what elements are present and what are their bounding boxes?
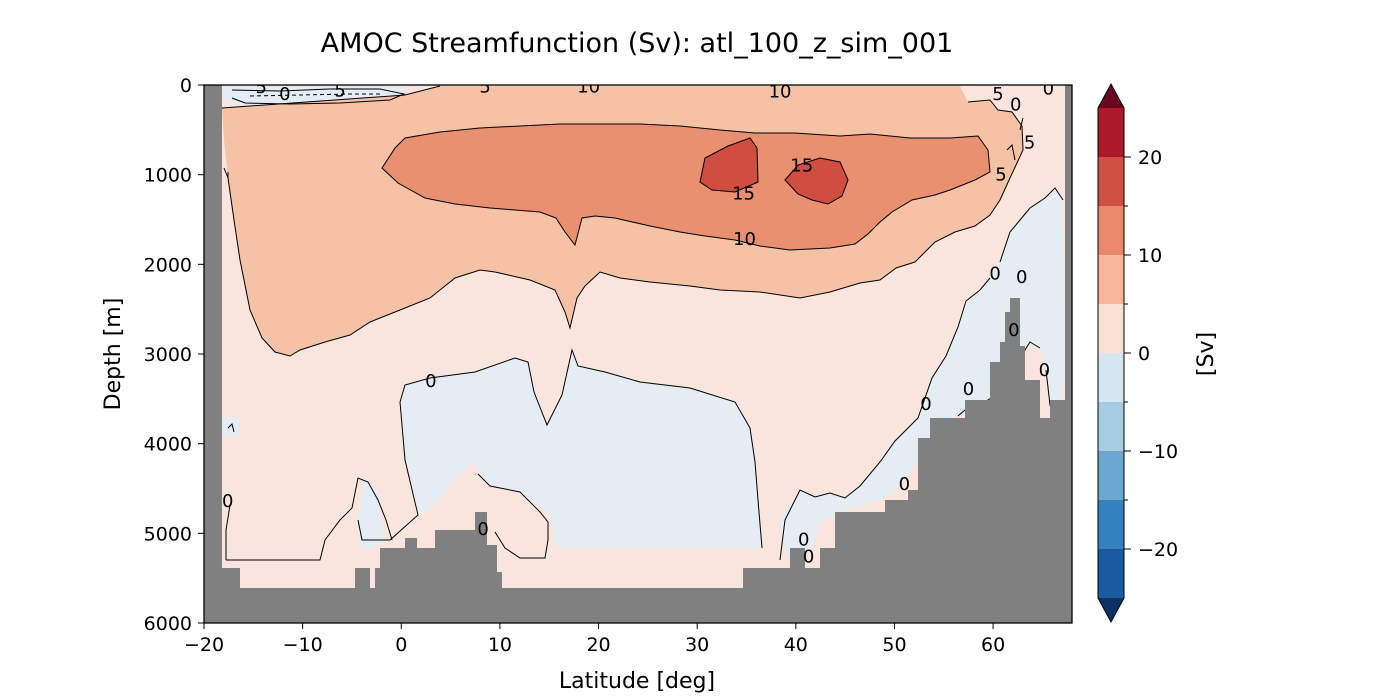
x-tick-label: 50 (882, 634, 906, 656)
contour-line (223, 99, 1024, 357)
band-negative-weak-southwest (357, 478, 385, 548)
x-tick-label: 0 (395, 634, 407, 656)
colorbar-extend-bottom (1098, 598, 1124, 622)
y-tick-label: 2000 (144, 254, 192, 276)
contour-label: 0 (1010, 95, 1021, 116)
colorbar: −20 −10 0 10 20 (1097, 82, 1178, 624)
contour-label: 0 (1039, 360, 1050, 381)
colorbar-tick-label: 20 (1138, 147, 1162, 169)
band-negative-weak-west (222, 416, 240, 436)
colorbar-segment (1098, 500, 1124, 549)
contour-label: 0 (803, 547, 814, 568)
contour-label: 0 (425, 371, 436, 392)
contour-line (225, 504, 231, 560)
contour-label: 10 (577, 76, 600, 97)
chart-title: AMOC Streamfunction (Sv): atl_100_z_sim_… (321, 28, 954, 59)
contour-label: 5 (334, 80, 345, 101)
y-tick-label: 5000 (144, 523, 192, 545)
colorbar-outline (1097, 82, 1125, 624)
colorbar-segment (1098, 108, 1124, 157)
contour-label: 15 (790, 156, 813, 177)
x-tick-label: 20 (586, 634, 610, 656)
contour-line (1019, 117, 1024, 131)
x-tick-label: 60 (981, 634, 1005, 656)
contour-label: 0 (222, 491, 233, 512)
contour-label: 10 (733, 229, 756, 250)
band-negative-weak-deep (400, 350, 762, 548)
contour-line (226, 477, 393, 561)
contour-label: 5 (1024, 132, 1035, 153)
colorbar-tick-label: −10 (1138, 441, 1178, 463)
colorbar-tick-label: −20 (1138, 539, 1178, 561)
contour-line (699, 137, 759, 193)
y-tick-label: 3000 (144, 344, 192, 366)
contour-label: 5 (255, 77, 266, 98)
y-tick-label: 1000 (144, 165, 192, 187)
x-axis-label: Latitude [deg] (559, 669, 715, 694)
contour-label: 5 (995, 165, 1006, 186)
contour-label: 15 (732, 183, 755, 204)
y-tick-label: 0 (180, 75, 192, 97)
x-tick-label: −20 (184, 634, 224, 656)
colorbar-segment (1098, 402, 1124, 451)
band-15-20-core-east (785, 158, 848, 204)
colorbar-tick-label: 10 (1138, 245, 1162, 267)
contour-label: 0 (899, 474, 910, 495)
contour-label: 0 (798, 530, 809, 551)
x-axis: −20 −10 0 10 20 30 40 50 60 (184, 623, 1005, 656)
contour-line (249, 93, 380, 97)
y-axis: 0 1000 2000 3000 4000 5000 6000 (144, 75, 204, 635)
y-axis-label: Depth [m] (101, 298, 126, 411)
land-mask (204, 85, 1072, 623)
x-tick-label: 40 (784, 634, 808, 656)
band-10-15 (382, 124, 990, 250)
band-negative-weak-north (780, 188, 1065, 565)
contour-label: 0 (1008, 320, 1019, 341)
contour-label: 5 (479, 76, 490, 97)
colorbar-tick-label: 0 (1138, 343, 1150, 365)
colorbar-segment (1098, 157, 1124, 206)
contour-label: 0 (920, 394, 931, 415)
contour-label: 0 (989, 263, 1000, 284)
contour-line (357, 401, 419, 541)
colorbar-segment (1098, 206, 1124, 255)
contour-label: 10 (769, 81, 792, 102)
contour-label: 0 (477, 519, 488, 540)
contour-line (779, 277, 991, 561)
contour-line (231, 88, 406, 105)
contour-line (399, 348, 763, 549)
contour-lines (221, 85, 1064, 561)
contour-label: 0 (1043, 79, 1054, 100)
x-tick-label: 30 (685, 634, 709, 656)
contour-label: 0 (1016, 267, 1027, 288)
colorbar-extend-top (1098, 84, 1124, 108)
colorbar-segment (1098, 451, 1124, 500)
contour-label: 0 (963, 379, 974, 400)
colorbar-segment (1098, 304, 1124, 353)
colorbar-segment (1098, 353, 1124, 402)
contour-line (784, 157, 849, 205)
x-tick-label: 10 (488, 634, 512, 656)
contour-line (999, 187, 1064, 263)
contour-line (227, 423, 235, 433)
band-15-20-core-west (700, 138, 758, 192)
contour-line (477, 473, 549, 559)
colorbar-label: [Sv] (1194, 332, 1219, 376)
contour-line (381, 123, 991, 251)
y-tick-label: 4000 (144, 434, 192, 456)
contour-label: 0 (279, 84, 290, 105)
contour-label: 5 (992, 84, 1003, 105)
colorbar-segment (1098, 549, 1124, 598)
contour-line (1006, 143, 1016, 161)
y-tick-label: 6000 (144, 613, 192, 635)
colorbar-segment (1098, 255, 1124, 304)
x-tick-label: −10 (283, 634, 323, 656)
